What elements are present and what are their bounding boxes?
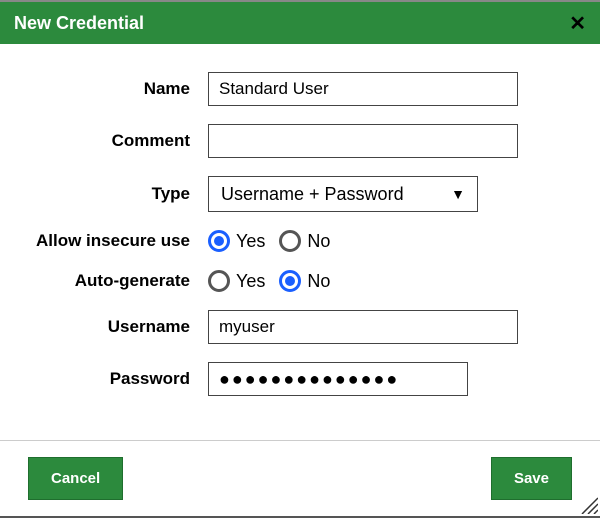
- row-comment: Comment: [28, 124, 572, 158]
- comment-input[interactable]: [208, 124, 518, 158]
- allow-insecure-label: Allow insecure use: [28, 231, 208, 251]
- radio-icon: [208, 270, 230, 292]
- radio-label: Yes: [236, 231, 265, 252]
- radio-icon: [208, 230, 230, 252]
- dialog-titlebar: New Credential ✕: [0, 0, 600, 44]
- allow-insecure-radio-group: Yes No: [208, 230, 572, 252]
- dialog-title: New Credential: [14, 13, 144, 34]
- radio-label: No: [307, 231, 330, 252]
- row-auto-generate: Auto-generate Yes No: [28, 270, 572, 292]
- username-label: Username: [28, 317, 208, 337]
- resize-grip-icon[interactable]: [578, 494, 598, 514]
- auto-generate-label: Auto-generate: [28, 271, 208, 291]
- radio-icon: [279, 230, 301, 252]
- row-allow-insecure: Allow insecure use Yes No: [28, 230, 572, 252]
- name-input[interactable]: [208, 72, 518, 106]
- radio-label: Yes: [236, 271, 265, 292]
- form-area: Name Comment Type Username + Password ▼ …: [0, 44, 600, 424]
- type-selected-value: Username + Password: [221, 184, 404, 205]
- allow-insecure-yes-radio[interactable]: Yes: [208, 230, 265, 252]
- username-input[interactable]: [208, 310, 518, 344]
- row-name: Name: [28, 72, 572, 106]
- auto-generate-radio-group: Yes No: [208, 270, 572, 292]
- new-credential-dialog: New Credential ✕ Name Comment Type Usern…: [0, 0, 600, 518]
- auto-generate-no-radio[interactable]: No: [279, 270, 330, 292]
- radio-label: No: [307, 271, 330, 292]
- name-label: Name: [28, 79, 208, 99]
- close-icon[interactable]: ✕: [569, 11, 586, 36]
- save-button[interactable]: Save: [491, 457, 572, 500]
- allow-insecure-no-radio[interactable]: No: [279, 230, 330, 252]
- chevron-down-icon: ▼: [451, 186, 465, 202]
- auto-generate-yes-radio[interactable]: Yes: [208, 270, 265, 292]
- row-username: Username: [28, 310, 572, 344]
- password-input[interactable]: [208, 362, 468, 396]
- cancel-button[interactable]: Cancel: [28, 457, 123, 500]
- row-type: Type Username + Password ▼: [28, 176, 572, 212]
- dialog-footer: Cancel Save: [0, 440, 600, 516]
- radio-icon: [279, 270, 301, 292]
- type-select[interactable]: Username + Password ▼: [208, 176, 478, 212]
- comment-label: Comment: [28, 131, 208, 151]
- row-password: Password: [28, 362, 572, 396]
- type-label: Type: [28, 184, 208, 204]
- password-label: Password: [28, 369, 208, 389]
